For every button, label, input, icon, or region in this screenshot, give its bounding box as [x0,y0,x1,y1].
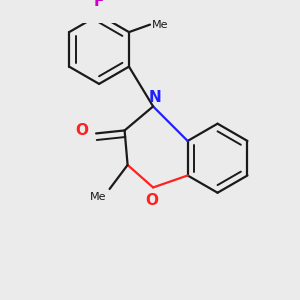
Text: N: N [148,90,161,105]
Text: O: O [76,123,88,138]
Text: F: F [94,0,104,9]
Text: O: O [145,193,158,208]
Text: Me: Me [90,192,106,202]
Text: Me: Me [152,20,168,30]
